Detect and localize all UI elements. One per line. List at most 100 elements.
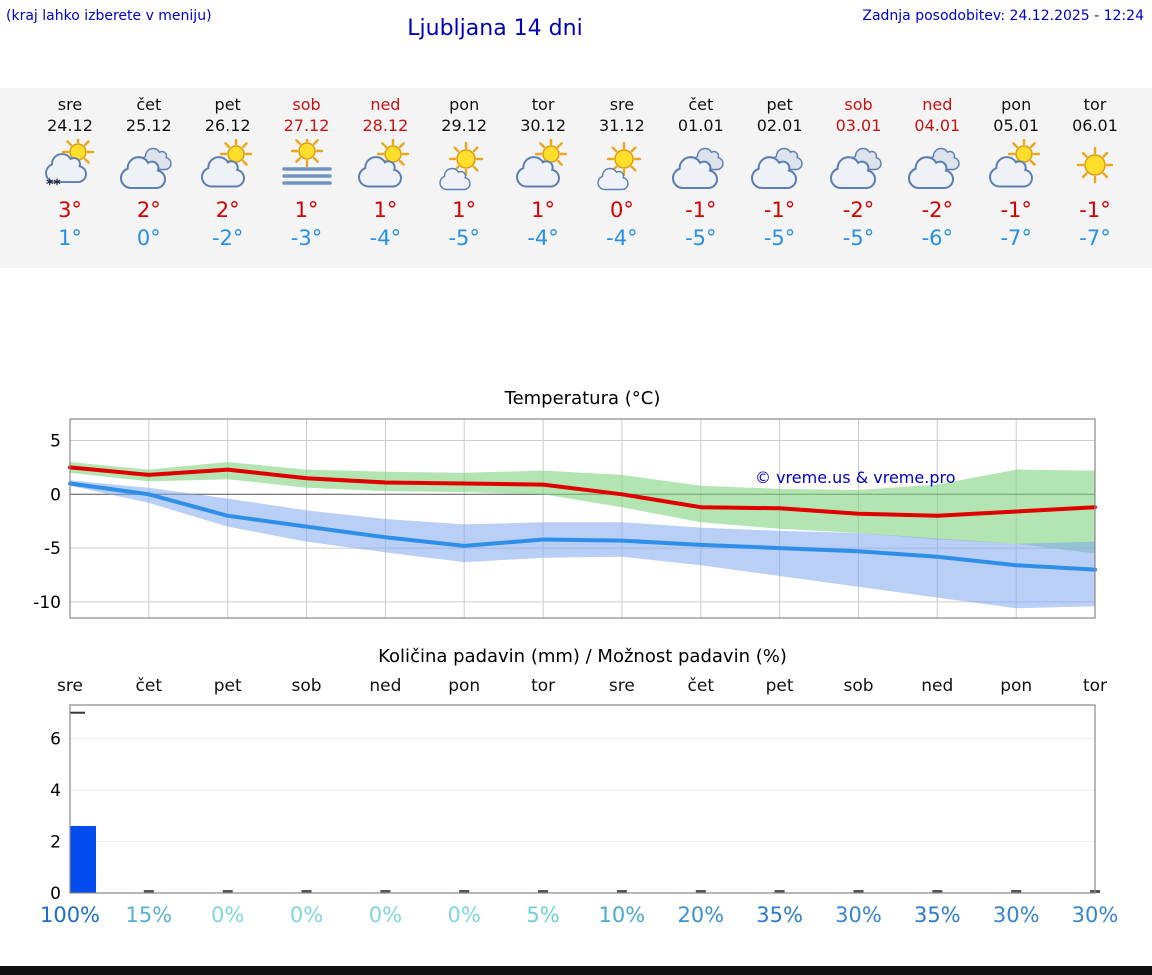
svg-text:6: 6 (50, 730, 61, 750)
day-high-temp: -1° (685, 198, 717, 222)
weather-cloudy-icon (819, 139, 899, 195)
day-low-temp: -4° (606, 226, 638, 250)
precip-probability-value: 30% (1071, 903, 1119, 927)
day-low-temp: 0° (136, 226, 161, 250)
day-name: sob (292, 95, 321, 114)
day-name: sre (609, 95, 635, 114)
precipitation-chart-title: Količina padavin (mm) / Možnost padavin … (378, 646, 787, 667)
precip-day-label: ned (921, 676, 954, 696)
day-low-temp: -2° (211, 226, 244, 250)
weather-cloudy-icon (740, 139, 820, 195)
weather-mostly-sunny-icon (582, 139, 662, 195)
day-name: čet (688, 95, 714, 114)
precip-probability-row: 100% 15% 0% 0% 0% 0% 5% 10% 20% 35% 30% 35% 30% 30% (0, 903, 1152, 933)
day-high-temp: 2° (136, 198, 161, 222)
day-name: pet (214, 95, 241, 114)
day-low-temp: -3° (290, 226, 323, 250)
forecast-day-column: pon 29.12 1° -5° (424, 88, 504, 252)
day-name: pet (766, 95, 793, 114)
weather-cloudy-icon (661, 139, 741, 195)
svg-text:4: 4 (50, 781, 61, 801)
precip-probability-value: 30% (835, 903, 882, 927)
day-name: tor (1083, 95, 1107, 114)
precip-probability-value: 15% (125, 903, 173, 927)
svg-text:5: 5 (50, 432, 61, 452)
watermark: © vreme.us & vreme.pro (755, 468, 956, 487)
day-high-temp: -1° (763, 198, 796, 222)
forecast-day-column: sob 03.01 -2° -5° (819, 88, 899, 252)
precip-probability-value: 10% (598, 903, 646, 927)
precip-day-label: čet (135, 676, 163, 696)
forecast-day-column: sre 31.12 0° -4° (582, 88, 662, 252)
day-date: 01.01 (677, 116, 724, 135)
precip-probability-value: 20% (677, 903, 725, 927)
day-date: 31.12 (598, 116, 645, 135)
day-date: 27.12 (283, 116, 330, 135)
day-high-temp: 2° (215, 198, 240, 222)
forecast-strip: sre 24.12 ** 3° 1° čet 25.12 2° 0° pet 26.12 2° -2° s… (0, 88, 1152, 268)
temperature-chart: 5 0 -5 -10 © vreme.us & vreme.pro (33, 418, 1097, 619)
forecast-day-column: ned 28.12 1° -4° (345, 88, 425, 252)
day-low-temp: -4° (527, 226, 559, 250)
day-date: 24.12 (47, 116, 93, 135)
weather-partly-icon (188, 137, 268, 195)
day-name: ned (370, 95, 401, 114)
precip-day-label: sre (608, 676, 635, 696)
precip-day-label: pon (448, 676, 481, 696)
day-date: 29.12 (441, 116, 488, 135)
precip-day-label: čet (687, 676, 715, 696)
day-name: tor (531, 95, 555, 114)
day-low-temp: -5° (842, 226, 875, 250)
day-date: 03.01 (835, 116, 882, 135)
precip-probability-value: 0% (211, 903, 245, 927)
day-date: 30.12 (520, 116, 566, 135)
weather-mostly-sunny-icon (424, 139, 504, 195)
forecast-day-column: sob 27.12 1° -3° (267, 88, 347, 252)
weather-sunny-icon (1055, 139, 1135, 195)
day-low-temp: -4° (369, 226, 402, 250)
weather-fog-icon (267, 134, 347, 195)
precip-probability-value: 0% (447, 903, 481, 927)
menu-hint: (kraj lahko izberete v meniju) (6, 8, 212, 24)
weather-partly-icon (345, 137, 425, 195)
precip-day-labels-row: sre čet pet sob ned pon tor sre čet pet sob ned pon t… (0, 676, 1152, 698)
day-low-temp: 1° (58, 226, 82, 250)
weather-partly-icon (976, 137, 1056, 195)
precip-day-label: ned (369, 676, 402, 696)
precip-probability-value: 100% (39, 903, 101, 927)
svg-text:0: 0 (50, 485, 61, 505)
day-date: 02.01 (756, 116, 803, 135)
day-name: pon (1001, 95, 1032, 114)
day-low-temp: -7° (1000, 226, 1032, 250)
precip-day-label: tor (531, 676, 556, 696)
precip-probability-value: 35% (756, 903, 803, 927)
day-high-temp: -2° (921, 198, 954, 222)
precip-day-label: pet (213, 676, 242, 696)
forecast-day-column: tor 06.01 -1° -7° (1055, 88, 1135, 252)
svg-text:0: 0 (50, 884, 61, 901)
precip-day-label: pon (1000, 676, 1033, 696)
svg-text:-5: -5 (44, 539, 61, 559)
day-name: sre (57, 95, 83, 114)
day-high-temp: 0° (609, 198, 634, 222)
svg-text:2: 2 (50, 833, 61, 853)
day-date: 06.01 (1072, 116, 1118, 135)
day-date: 25.12 (125, 116, 172, 135)
day-high-temp: -1° (1079, 198, 1111, 222)
day-name: čet (136, 95, 162, 114)
day-high-temp: -2° (842, 198, 875, 222)
weather-partly-icon (503, 137, 583, 195)
day-date: 05.01 (993, 116, 1040, 135)
forecast-day-column: pon 05.01 -1° -7° (976, 88, 1056, 252)
last-update: Zadnja posodobitev: 24.12.2025 - 12:24 (862, 8, 1144, 24)
page-title: Ljubljana 14 dni (407, 16, 583, 41)
day-high-temp: 1° (452, 198, 477, 222)
day-date: 26.12 (204, 116, 251, 135)
weather-cloudy-icon (897, 139, 977, 195)
day-date: 28.12 (362, 116, 409, 135)
precip-probability-value: 0% (289, 903, 324, 927)
day-high-temp: -1° (1000, 198, 1032, 222)
temperature-chart-title: Temperatura (°C) (504, 388, 661, 409)
day-high-temp: 1° (373, 198, 398, 222)
day-low-temp: -5° (763, 226, 796, 250)
